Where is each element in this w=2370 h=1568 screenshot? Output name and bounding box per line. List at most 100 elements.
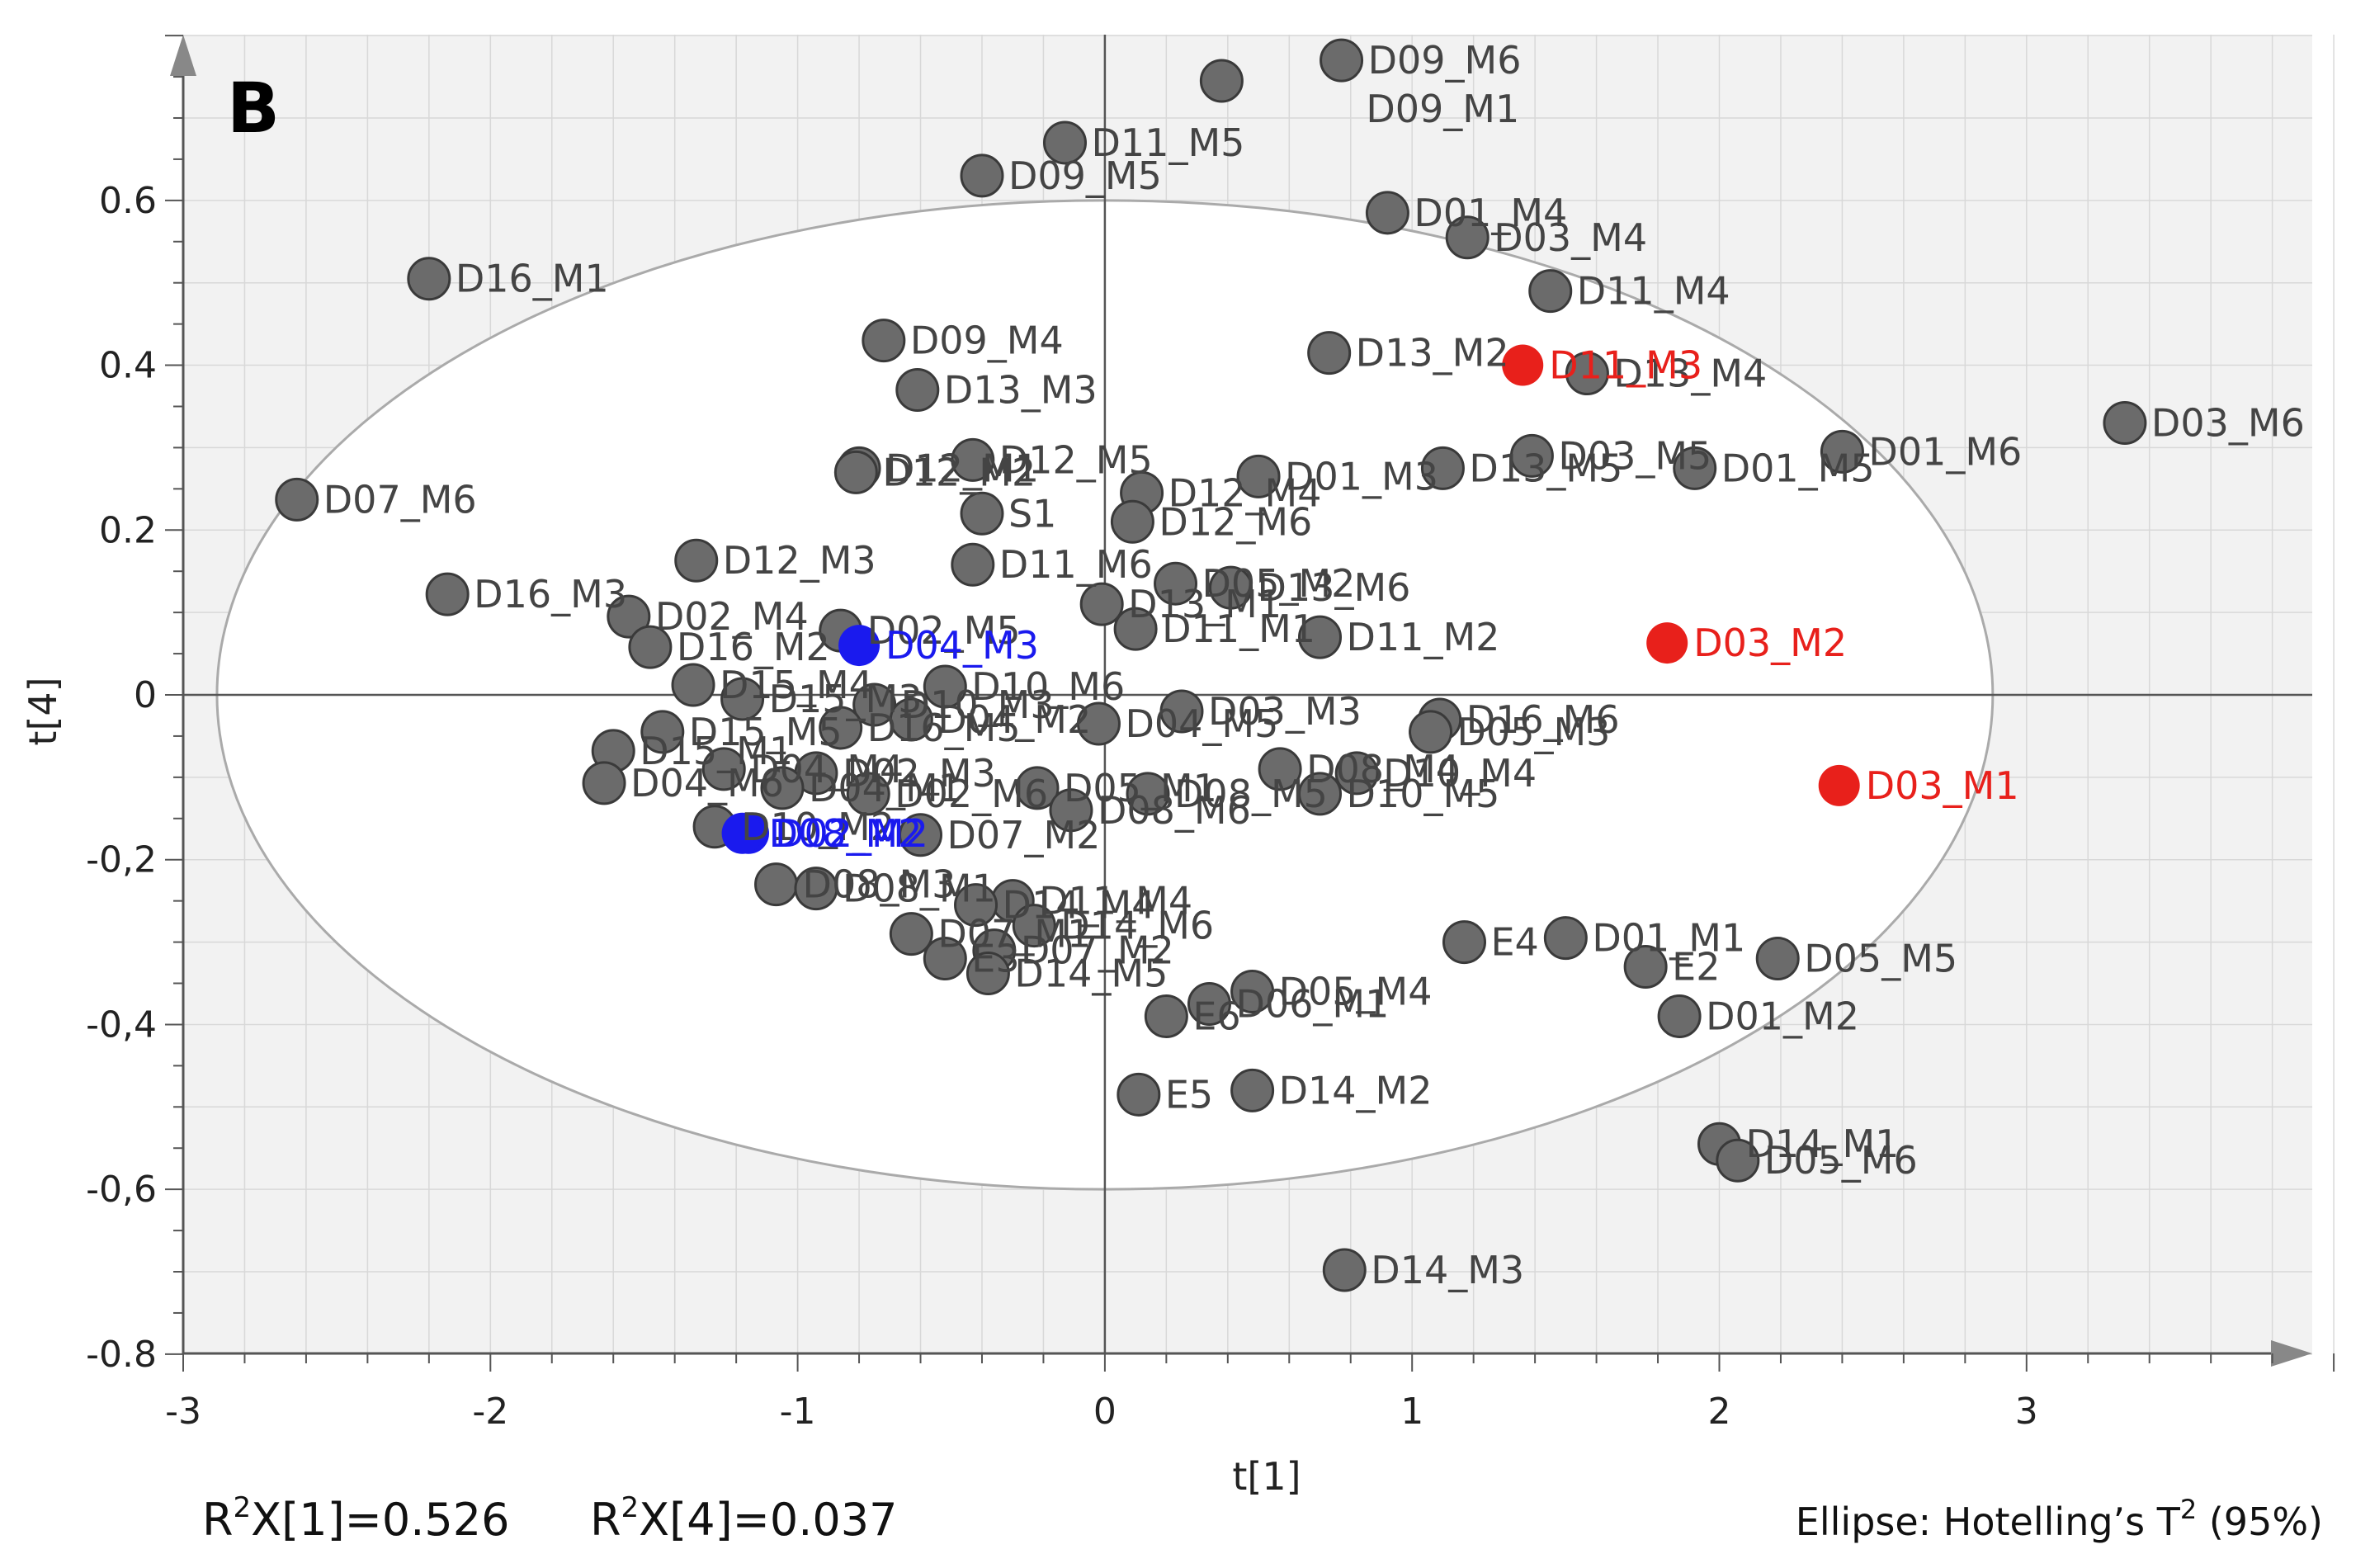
x-tick-label: -2 [472, 1391, 508, 1433]
point-label: D11_M5 [1092, 120, 1245, 165]
point-label: D01_M6 [1868, 429, 2022, 474]
data-point [1110, 499, 1154, 544]
data-point [965, 952, 1010, 996]
point-label: D05_M3 [1457, 710, 1611, 754]
data-point [1365, 191, 1409, 235]
point-label: E3 [971, 937, 1019, 981]
data-point [701, 747, 746, 791]
data-point [582, 761, 626, 805]
point-label: D07_M2 [947, 813, 1101, 857]
point-label: D12_M6 [1159, 499, 1312, 544]
data-point [1113, 607, 1158, 651]
point-label: D13_M4 [1613, 352, 1767, 396]
data-points [275, 38, 2147, 1292]
point-label: D15_M1 [640, 729, 793, 773]
point-label: D03_M3 [1208, 689, 1362, 734]
data-point [1502, 344, 1544, 386]
data-point [1420, 446, 1465, 490]
data-point [1015, 766, 1060, 810]
data-point [1199, 59, 1244, 103]
point-label: E5 [1165, 1072, 1213, 1117]
point-label: D16_M2 [677, 625, 830, 669]
point-label: D12_M5 [999, 437, 1153, 482]
y-tick-label: -0.8 [86, 1334, 157, 1376]
point-label: D14_M6 [1060, 904, 1214, 948]
point-label: D03_M5 [1558, 433, 1711, 478]
y-tick-label: 0.2 [99, 509, 157, 551]
point-label: D09_M5 [1008, 153, 1162, 198]
point-label: D07_M1 [937, 912, 1091, 956]
data-point [960, 491, 1004, 536]
point-label: D01_M5 [1721, 446, 1875, 490]
data-point [889, 912, 933, 956]
point-label: D01_M3 [1285, 454, 1438, 498]
data-point [1079, 582, 1124, 626]
data-point [2103, 400, 2147, 445]
data-point [899, 813, 943, 857]
data-point [1657, 994, 1702, 1038]
y-tick-label: 0 [134, 674, 157, 716]
data-point [1043, 120, 1088, 165]
point-label: D04_M2 [937, 697, 1091, 742]
point-label: D11_M1 [1162, 607, 1315, 651]
point-label: D10_M2 [741, 805, 895, 849]
point-label: D10_M6 [971, 664, 1125, 709]
point-label: D06_M1 [1235, 981, 1389, 1026]
data-point [628, 625, 673, 669]
tick-labels: -3 -2 -1 0 1 2 3 0.6 0.4 0.2 0 -0,2 -0,4 -0,6 -0.8 [86, 180, 2038, 1433]
data-point [1154, 561, 1198, 606]
data-point [1442, 920, 1486, 965]
data-point [1187, 981, 1231, 1026]
data-point [1258, 747, 1302, 791]
data-point [721, 812, 763, 854]
data-point [674, 538, 719, 583]
point-label: D08_M1 [843, 867, 996, 911]
x-tick-label: 1 [1400, 1391, 1423, 1433]
data-point [1012, 904, 1056, 948]
data-point [1298, 772, 1343, 816]
data-point [1820, 429, 1864, 474]
point-label: D11_M6 [999, 542, 1153, 587]
point-label: D07_M6 [323, 477, 477, 522]
data-point [1716, 1138, 1760, 1183]
point-label: D15_M5 [689, 710, 843, 754]
data-point [852, 682, 897, 727]
data-point [838, 625, 880, 667]
x-axis-arrow [2271, 1340, 2312, 1367]
point-label: D15_M3 [769, 677, 923, 721]
point-label: D08_M4 [1306, 747, 1460, 791]
data-point [1209, 565, 1253, 610]
point-label: D04_M5 [1125, 701, 1278, 746]
point-label: D04_M3 [885, 623, 1039, 668]
point-label: D08_M3 [803, 862, 956, 907]
point-label: D09_M4 [910, 319, 1064, 363]
data-point [1409, 710, 1453, 754]
point-label: D05_M1 [1064, 766, 1217, 810]
point-label: D13_M3 [944, 368, 1098, 413]
point-label: D02_M6 [895, 772, 1048, 816]
data-point [960, 153, 1004, 198]
point-label: D10_M5 [1347, 772, 1500, 816]
data-point [760, 766, 805, 810]
data-point [862, 319, 906, 363]
point-label: D13_M6 [1258, 565, 1411, 610]
y-tick-label: 0.6 [99, 180, 157, 222]
data-point [954, 883, 999, 928]
data-point [1623, 945, 1668, 989]
point-label: D10_M4 [1383, 751, 1537, 796]
point-label: D03_M6 [2151, 400, 2305, 445]
point-label: D04_M4 [750, 747, 904, 791]
data-point [275, 477, 319, 522]
point-label: D14_M3 [1371, 1248, 1524, 1292]
point-label: E4 [1490, 920, 1538, 965]
point-label: S1 [1008, 491, 1056, 536]
data-point [1298, 615, 1343, 659]
point-label: D05_M5 [1804, 937, 1957, 981]
data-point [1076, 701, 1121, 746]
point-label: D03_M1 [1866, 763, 2019, 808]
data-point [1818, 764, 1860, 806]
y-axis-arrow [170, 35, 196, 76]
point-label: D16_M3 [474, 572, 627, 616]
data-point [720, 677, 765, 721]
